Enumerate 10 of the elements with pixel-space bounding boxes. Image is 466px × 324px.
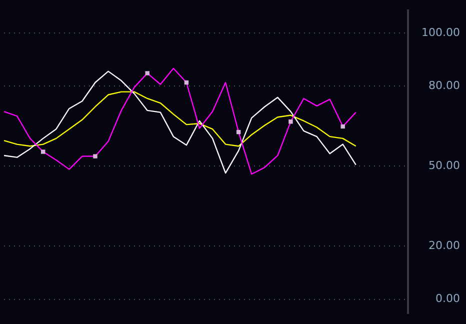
point xyxy=(288,120,293,124)
y-tick-label: 80.00 xyxy=(428,79,460,92)
point xyxy=(340,124,345,129)
y-tick-label: 0.00 xyxy=(436,292,460,306)
y-tick-label: 20.00 xyxy=(428,238,460,252)
point xyxy=(40,150,46,154)
y-tick-label: 100.00 xyxy=(422,26,460,39)
point xyxy=(145,71,150,76)
point xyxy=(93,154,98,158)
y-tick-label: 50.00 xyxy=(428,158,460,172)
